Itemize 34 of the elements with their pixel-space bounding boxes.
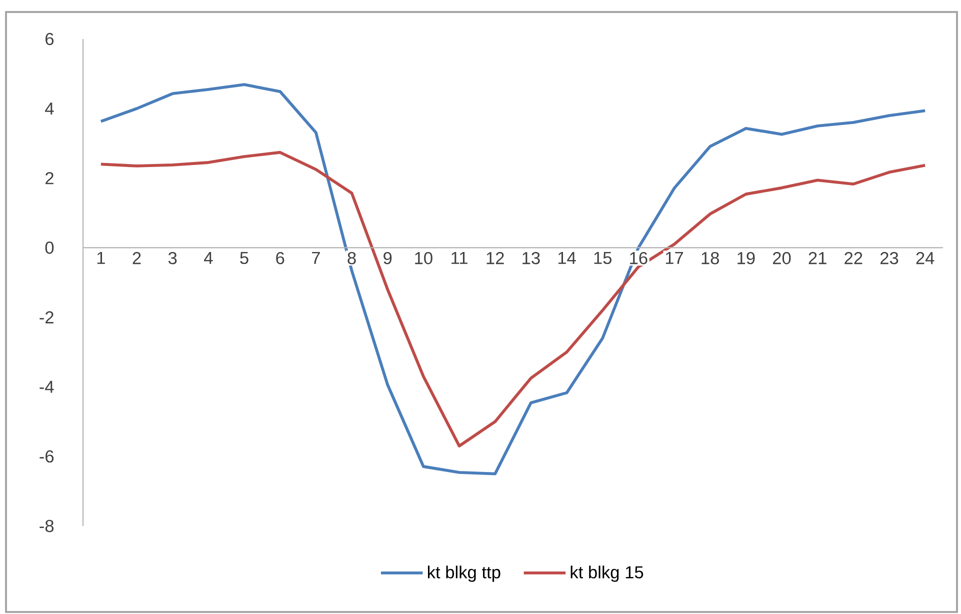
x-tick-label: 24 <box>916 252 934 264</box>
y-tick-label: 4 <box>45 102 54 115</box>
y-tick-label: -4 <box>40 380 54 393</box>
x-tick-label: 3 <box>168 252 177 264</box>
x-tick-label: 11 <box>452 252 468 264</box>
y-tick-label: 0 <box>45 242 54 254</box>
x-tick-label: 14 <box>558 252 576 264</box>
x-tick-label: 18 <box>702 252 719 264</box>
x-tick-label: 1 <box>97 252 105 264</box>
y-tick-label: 6 <box>46 32 54 46</box>
x-tick-label: 20 <box>772 252 791 264</box>
x-tick-label: 17 <box>666 252 684 264</box>
legend-label: kt blkg ttp <box>428 566 500 582</box>
x-tick-label: 10 <box>415 252 432 264</box>
y-tick-label: -2 <box>40 311 54 324</box>
x-tick-label: 6 <box>276 252 284 264</box>
x-tick-label: 21 <box>808 252 826 264</box>
x-tick-label: 4 <box>204 252 213 264</box>
x-tick-label: 9 <box>384 252 392 264</box>
y-tick-label: -6 <box>40 450 54 463</box>
x-tick-label: 15 <box>594 252 612 264</box>
x-tick-label: 19 <box>738 252 755 264</box>
x-tick-label: 2 <box>132 252 141 264</box>
y-tick-label: -8 <box>40 520 54 532</box>
x-tick-label: 5 <box>240 252 248 264</box>
x-tick-label: 12 <box>486 252 504 264</box>
x-tick-label: 22 <box>844 252 862 264</box>
legend-label: kt blkg 15 <box>570 566 644 582</box>
x-tick-label: 7 <box>312 252 320 264</box>
x-tick-label: 13 <box>522 252 540 264</box>
x-tick-label: 8 <box>348 252 356 264</box>
x-tick-label: 16 <box>630 252 648 264</box>
x-tick-label: 23 <box>880 252 898 264</box>
y-tick-label: 2 <box>46 172 54 184</box>
